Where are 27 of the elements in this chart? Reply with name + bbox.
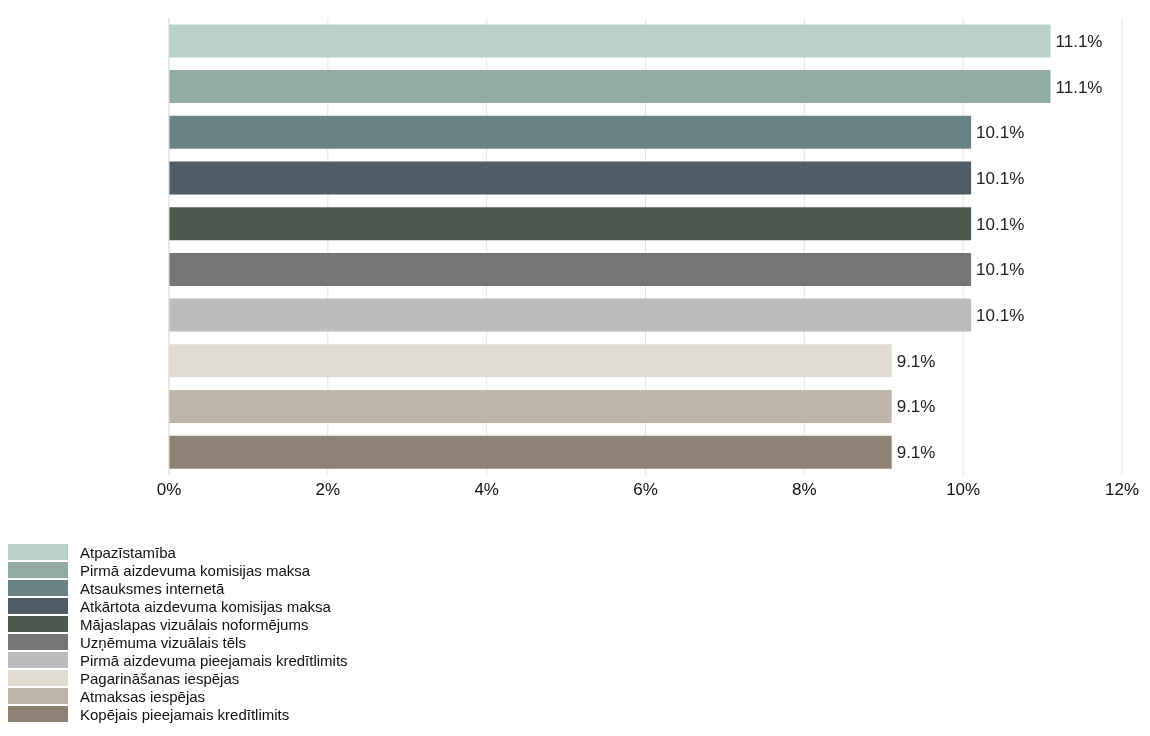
x-tick-label: 2% bbox=[315, 480, 341, 500]
data-label: 10.1% bbox=[976, 306, 1025, 326]
legend-label: Mājaslapas vizuālais noformējums bbox=[80, 615, 309, 633]
data-label: 10.1% bbox=[976, 168, 1025, 188]
x-tick-label: 10% bbox=[946, 480, 981, 500]
legend-label: Kopējais pieejamais kredītlimits bbox=[80, 705, 290, 723]
x-tick-label: 6% bbox=[633, 480, 658, 500]
x-tick-label: 8% bbox=[792, 480, 817, 500]
data-label: 10.1% bbox=[976, 214, 1025, 234]
legend-label: Atsauksmes internetā bbox=[80, 579, 225, 597]
data-label: 10.1% bbox=[976, 260, 1025, 280]
legend-label: Pirmā aizdevuma komisijas maksa bbox=[80, 561, 311, 579]
data-label: 11.1% bbox=[1055, 31, 1103, 51]
x-tick-label: 12% bbox=[1104, 480, 1140, 500]
x-tick-label: 0% bbox=[156, 480, 182, 500]
legend-label: Atpazīstamība bbox=[80, 543, 176, 561]
legend-label: Atmaksas iespējas bbox=[80, 687, 206, 705]
data-label: 10.1% bbox=[976, 123, 1025, 143]
legend-label: Uzņēmuma vizuālais tēls bbox=[80, 633, 246, 651]
data-label: 9.1% bbox=[896, 443, 936, 463]
x-tick-label: 4% bbox=[474, 480, 499, 500]
data-label: 9.1% bbox=[896, 351, 936, 371]
legend-label: Pirmā aizdevuma pieejamais kredītlimits bbox=[80, 651, 348, 669]
legend-label: Pagarināšanas iespējas bbox=[80, 669, 240, 687]
legend-label: Atkārtota aizdevuma komisijas maksa bbox=[80, 597, 331, 615]
data-label: 9.1% bbox=[896, 397, 936, 417]
data-label: 11.1% bbox=[1055, 77, 1103, 97]
